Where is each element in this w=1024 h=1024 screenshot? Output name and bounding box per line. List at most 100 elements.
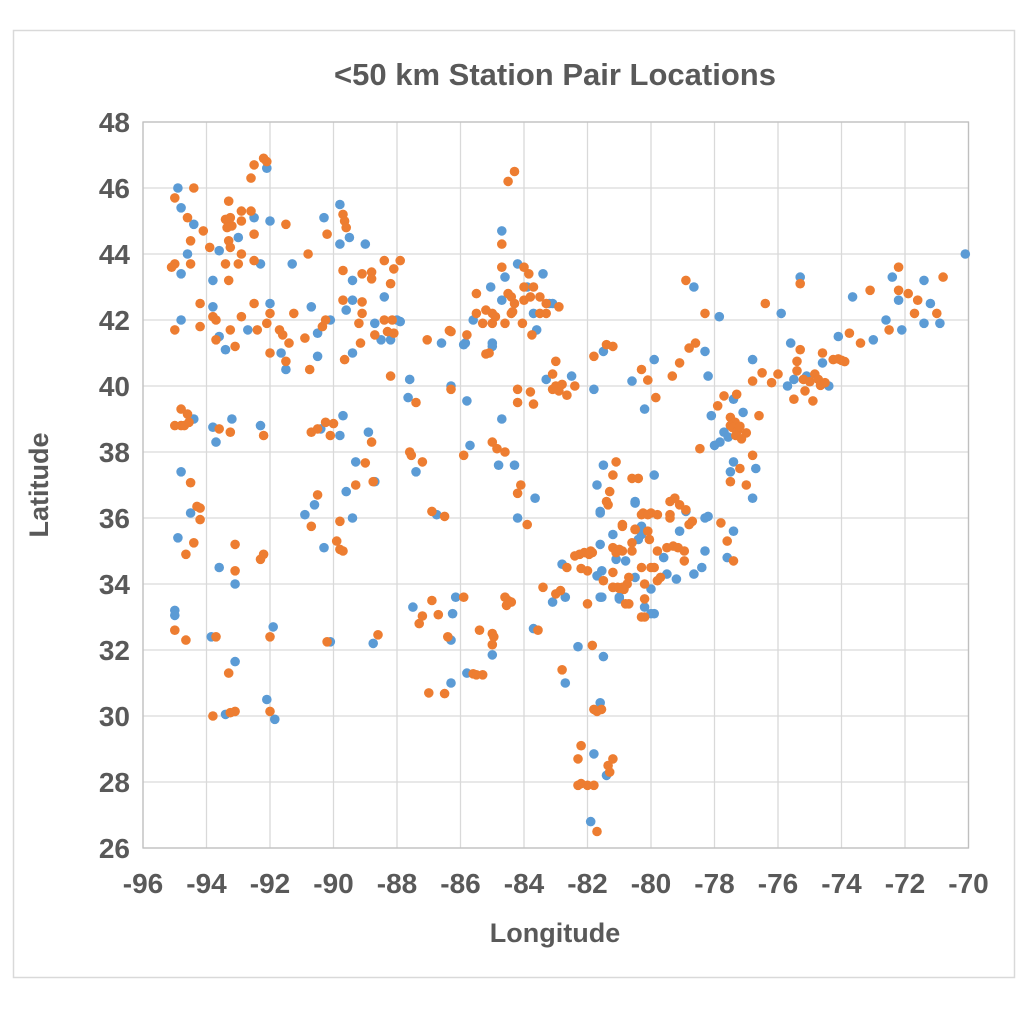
- data-point-orange: [325, 430, 336, 441]
- data-point-orange: [808, 396, 818, 406]
- data-point-orange: [373, 630, 383, 640]
- data-point-orange: [522, 519, 532, 530]
- data-point-orange: [338, 295, 348, 306]
- data-point-orange: [500, 447, 510, 457]
- data-point-orange: [249, 160, 259, 170]
- data-point-blue: [700, 346, 710, 357]
- data-point-orange: [643, 526, 653, 536]
- data-point-orange: [265, 632, 275, 642]
- data-point-orange: [624, 572, 634, 583]
- data-point-orange: [500, 318, 510, 329]
- data-point-orange: [524, 269, 534, 279]
- data-point-orange: [665, 496, 675, 507]
- data-point-orange: [519, 262, 529, 273]
- data-point-orange: [385, 278, 396, 289]
- data-point-orange: [519, 295, 529, 306]
- data-point-orange: [427, 595, 437, 606]
- data-point-blue: [220, 344, 231, 355]
- data-point-orange: [497, 239, 507, 249]
- data-point-orange: [222, 222, 232, 233]
- data-point-orange: [557, 379, 567, 390]
- data-point-orange: [289, 308, 299, 319]
- data-point-orange: [681, 505, 691, 515]
- data-point-orange: [189, 183, 199, 193]
- data-point-orange: [236, 216, 247, 226]
- data-point-orange: [355, 338, 366, 348]
- data-point-orange: [792, 356, 802, 367]
- data-point-blue: [597, 592, 607, 602]
- data-point-orange: [303, 249, 313, 259]
- data-point-blue: [500, 272, 510, 282]
- data-point-orange: [236, 311, 247, 322]
- data-point-orange: [636, 562, 647, 573]
- data-point-orange: [741, 428, 752, 438]
- data-point-orange: [893, 262, 904, 273]
- data-point-orange: [184, 417, 194, 428]
- data-point-blue: [595, 539, 605, 550]
- data-point-orange: [912, 295, 923, 306]
- data-point-orange: [741, 480, 752, 490]
- data-point-orange: [909, 308, 920, 319]
- data-point-blue: [751, 463, 761, 474]
- data-point-orange: [665, 513, 675, 523]
- data-point-orange: [636, 364, 647, 375]
- data-point-orange: [773, 369, 783, 379]
- data-point-orange: [424, 688, 434, 698]
- data-point-blue: [233, 232, 244, 243]
- data-point-orange: [258, 549, 269, 560]
- data-point-orange: [208, 711, 218, 721]
- data-point-orange: [639, 612, 650, 622]
- data-point-blue: [560, 592, 571, 602]
- data-point-orange: [601, 496, 612, 507]
- data-point-orange: [170, 325, 180, 335]
- data-point-orange: [189, 538, 199, 548]
- data-point-blue: [436, 338, 447, 348]
- data-point-orange: [516, 480, 526, 490]
- data-point-orange: [411, 397, 421, 408]
- data-point-orange: [284, 338, 294, 348]
- data-point-orange: [570, 381, 580, 391]
- data-point-orange: [246, 173, 256, 183]
- data-point-orange: [596, 704, 607, 715]
- data-point-orange: [757, 368, 767, 378]
- data-point-orange: [170, 625, 180, 635]
- data-point-orange: [477, 670, 488, 680]
- data-point-orange: [366, 267, 377, 277]
- data-point-orange: [679, 556, 690, 566]
- x-tick-label: -70: [948, 868, 988, 899]
- data-point-blue: [262, 163, 272, 173]
- data-point-orange: [652, 509, 663, 520]
- data-point-blue: [227, 414, 237, 424]
- data-point-blue: [312, 351, 323, 362]
- data-point-orange: [265, 706, 275, 717]
- data-point-blue: [547, 597, 558, 607]
- x-tick-label: -80: [631, 868, 671, 899]
- data-point-blue: [897, 325, 907, 335]
- data-point-orange: [551, 356, 561, 367]
- data-point-blue: [709, 440, 720, 451]
- data-point-orange: [535, 292, 545, 302]
- data-point-orange: [725, 476, 736, 487]
- data-point-orange: [893, 285, 904, 296]
- data-point-blue: [368, 638, 379, 649]
- data-point-orange: [932, 308, 942, 319]
- data-point-blue: [658, 552, 669, 563]
- data-point-orange: [214, 424, 224, 434]
- data-point-blue: [309, 500, 320, 510]
- data-point-orange: [639, 579, 650, 589]
- x-tick-label: -94: [186, 868, 227, 899]
- data-point-blue: [230, 656, 240, 667]
- data-point-orange: [938, 272, 948, 282]
- data-point-orange: [312, 424, 323, 434]
- data-point-orange: [576, 740, 586, 751]
- data-point-orange: [608, 567, 618, 578]
- data-point-blue: [360, 239, 371, 249]
- data-point-orange: [322, 637, 332, 647]
- data-point-blue: [306, 302, 317, 312]
- data-point-orange: [608, 754, 618, 764]
- x-tick-label: -86: [440, 868, 480, 899]
- data-point-orange: [619, 584, 629, 595]
- data-point-orange: [230, 566, 240, 576]
- data-point-blue: [776, 308, 786, 319]
